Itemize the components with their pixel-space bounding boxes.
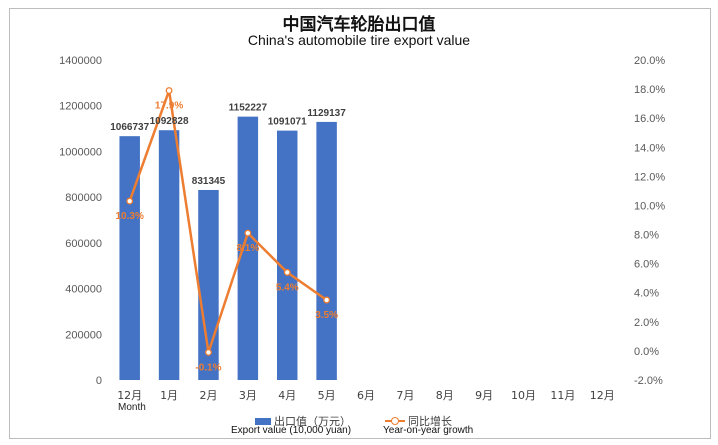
line-point — [323, 296, 331, 304]
y-left-tick-label: 1200000 — [59, 101, 102, 113]
x-category-label: 8月 — [436, 389, 454, 402]
y-left-tick-label: 800000 — [65, 192, 102, 204]
x-category-label: 10月 — [511, 389, 536, 402]
y-right-tick-label: 0.0% — [634, 346, 659, 358]
line-point — [205, 348, 212, 356]
legend-bar-label-en: Export value (10,000 yuan) — [231, 425, 352, 436]
bar-data-label: 831345 — [192, 176, 226, 187]
y-right-tick-label: 4.0% — [634, 288, 659, 300]
bar-export-value — [237, 116, 259, 381]
bar-export-value — [276, 130, 298, 380]
bar-export-value — [119, 136, 140, 380]
line-yoy-growth — [128, 90, 328, 353]
legend-line-label-en: Year-on-year growth — [383, 425, 474, 436]
bar-export-value — [316, 121, 337, 380]
x-category-label: 3月 — [239, 389, 257, 402]
y-left-tick-label: 0 — [96, 375, 102, 387]
line-data-label: 10.3% — [116, 211, 144, 222]
chart-title: 中国汽车轮胎出口值 — [282, 15, 436, 35]
y-right-tick-label: 6.0% — [634, 259, 659, 271]
legend-line: 同比增长 — [385, 413, 452, 429]
x-category-label: 12月 — [117, 389, 142, 402]
x-axis-note: Month — [118, 402, 146, 413]
bar-data-label: 1092828 — [150, 116, 189, 127]
y-right-tick-label: 16.0% — [634, 113, 665, 125]
line-data-label: -0.1% — [195, 362, 221, 373]
y-left-tick-label: 600000 — [65, 238, 102, 250]
bar-export-value — [198, 189, 219, 380]
y-left-tick-label: 1400000 — [59, 55, 102, 67]
bar-data-label: 1066737 — [110, 122, 149, 133]
y-right-tick-label: 8.0% — [634, 230, 659, 242]
y-right-tick-label: 18.0% — [634, 84, 665, 96]
x-category-label: 12月 — [590, 389, 615, 402]
line-data-label: 17.9% — [155, 101, 183, 112]
y-right-tick-label: -2.0% — [634, 375, 663, 387]
line-data-label: 3.5% — [315, 310, 338, 321]
line-point — [283, 268, 291, 276]
x-category-label: 5月 — [318, 389, 336, 402]
y-left-tick-label: 200000 — [65, 329, 102, 341]
x-category-label: 6月 — [357, 389, 375, 402]
legend-bar-swatch — [255, 417, 271, 425]
x-category-label: 2月 — [199, 389, 217, 402]
y-right-tick-label: 10.0% — [634, 200, 665, 212]
legend-line-label: 同比增长 — [408, 415, 452, 428]
bar-data-label: 1152227 — [229, 103, 268, 114]
x-category-label: 1月 — [160, 389, 178, 402]
line-point — [244, 229, 252, 237]
legend-bar: 出口值（万元） — [255, 413, 351, 429]
chart-subtitle: China's automobile tire export value — [247, 32, 471, 48]
line-point — [126, 197, 134, 205]
y-left-tick-label: 400000 — [65, 284, 102, 296]
legend-bar-label: 出口值（万元） — [274, 415, 351, 428]
y-right-tick-label: 20.0% — [634, 55, 665, 67]
bar-data-label: 1129137 — [307, 108, 346, 119]
legend-line-swatch — [385, 417, 405, 425]
y-right-tick-label: 2.0% — [634, 317, 659, 329]
y-right-tick-label: 14.0% — [634, 142, 665, 154]
x-category-label: 4月 — [278, 389, 296, 402]
y-right-tick-label: 12.0% — [634, 171, 665, 183]
bar-export-value — [158, 130, 180, 380]
x-category-label: 11月 — [550, 389, 575, 402]
line-data-label: 5.4% — [276, 282, 299, 293]
x-category-label: 9月 — [475, 389, 493, 402]
line-point — [165, 87, 173, 94]
x-category-label: 7月 — [396, 389, 414, 402]
line-data-label: 8.1% — [236, 243, 259, 254]
bar-data-label: 1091071 — [268, 117, 307, 128]
y-left-tick-label: 1000000 — [59, 146, 102, 158]
